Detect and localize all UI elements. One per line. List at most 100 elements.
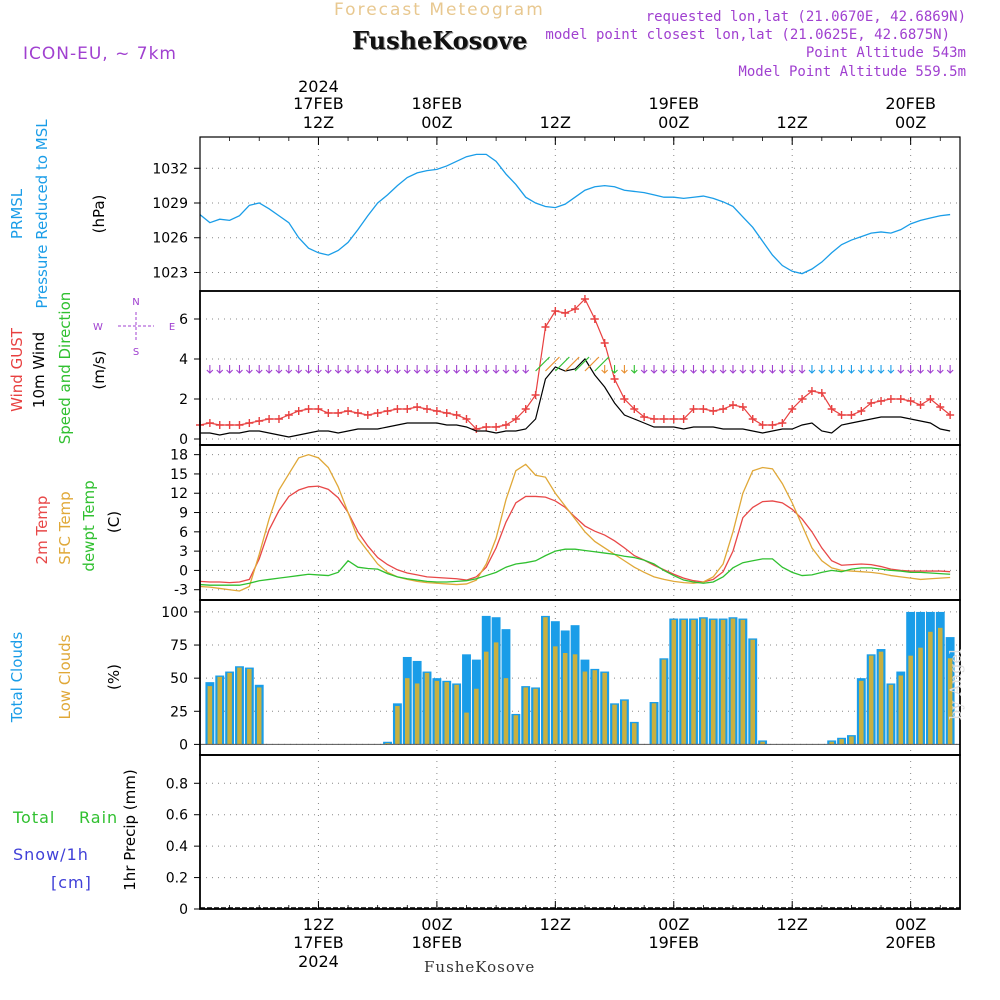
wind-direction-arrow bbox=[601, 365, 609, 374]
bottom-axis-hour-label: 12Z bbox=[303, 915, 334, 934]
low-cloud-bar bbox=[444, 682, 450, 745]
gust-point bbox=[689, 405, 698, 413]
bottom-axis-hour-label: 12Z bbox=[777, 915, 808, 934]
wind-tick-label: 0 bbox=[179, 432, 188, 448]
bottom-axis-hour-label: 00Z bbox=[895, 915, 926, 934]
gust-point bbox=[383, 407, 392, 415]
wind-direction-arrow bbox=[838, 365, 845, 374]
low-cloud-bar bbox=[760, 741, 765, 745]
top-axis-day-label: 19FEB bbox=[648, 94, 699, 113]
low-cloud-bar bbox=[750, 639, 755, 745]
gust-point bbox=[235, 421, 244, 429]
gust-point bbox=[541, 323, 550, 331]
low-cloud-bar bbox=[424, 672, 430, 745]
bottom-axis-day-label: 20FEB bbox=[885, 933, 936, 952]
low-cloud-bar bbox=[523, 687, 528, 745]
wind-direction-arrow bbox=[690, 365, 697, 374]
gust-point bbox=[452, 411, 461, 419]
gust-point bbox=[403, 405, 412, 413]
gust-point bbox=[571, 305, 580, 313]
gust-point bbox=[896, 395, 905, 403]
wind-direction-arrow bbox=[640, 365, 648, 374]
gust-point bbox=[837, 411, 846, 419]
wind-direction-arrow bbox=[216, 365, 224, 374]
header-title: Forecast Meteogram bbox=[334, 0, 545, 20]
gust-point bbox=[719, 405, 728, 413]
low-cloud-bar bbox=[908, 655, 913, 745]
bottom-axis-hour-label: 00Z bbox=[658, 915, 689, 934]
wind-direction-arrow bbox=[275, 365, 283, 374]
low-cloud-bar bbox=[730, 618, 736, 745]
gust-point bbox=[353, 409, 362, 417]
wind-direction-arrow bbox=[680, 365, 688, 374]
wind-direction-arrow bbox=[334, 365, 342, 374]
wind-gust-label-group: Wind GUST bbox=[8, 327, 26, 412]
wind-direction-arrow bbox=[709, 365, 717, 374]
wind-panel-frame bbox=[199, 290, 961, 446]
gust-point bbox=[867, 399, 876, 407]
wind-10m-label-group: 10m Wind bbox=[30, 332, 48, 408]
gust-point bbox=[600, 339, 609, 347]
wind-direction-arrow bbox=[305, 365, 312, 374]
wind-direction-arrow bbox=[897, 365, 905, 374]
clouds-tick-label: 0 bbox=[179, 737, 188, 753]
top-axis-hour-label: 12Z bbox=[777, 113, 808, 132]
clouds-tick-label: 50 bbox=[170, 671, 188, 687]
gust-point bbox=[521, 405, 530, 413]
wind-direction-arrow bbox=[265, 365, 273, 374]
wind-direction-arrow bbox=[453, 365, 461, 374]
low-cloud-bar bbox=[710, 619, 716, 745]
wind-direction-arrow bbox=[808, 365, 816, 374]
pressure-line bbox=[199, 153, 951, 275]
wind-direction-arrow bbox=[394, 365, 401, 374]
gust-point bbox=[798, 395, 807, 403]
gust-point bbox=[265, 415, 274, 423]
gust-point bbox=[344, 407, 353, 415]
low-cloud-bar bbox=[839, 739, 844, 745]
clouds-low-label: Low Clouds bbox=[56, 634, 74, 719]
gust-point bbox=[877, 397, 886, 405]
top-axis-hour-label: 00Z bbox=[895, 113, 926, 132]
wind-direction-arrow bbox=[699, 365, 707, 374]
wind-direction-arrow bbox=[739, 365, 747, 374]
low-cloud-bar bbox=[247, 668, 252, 745]
wind-direction-arrow bbox=[749, 365, 757, 374]
low-cloud-bar bbox=[572, 654, 578, 745]
top-axis-day-label: 17FEB bbox=[293, 94, 344, 113]
wind-direction-arrow bbox=[564, 356, 580, 372]
place-name: FusheKosove bbox=[352, 26, 528, 55]
low-cloud-bar bbox=[237, 667, 242, 745]
gust-point bbox=[590, 315, 599, 323]
wind-direction-arrow bbox=[946, 365, 954, 374]
low-cloud-bar bbox=[859, 680, 864, 745]
model-name: ICON-EU, ~ 7km bbox=[23, 44, 177, 64]
gust-point bbox=[916, 401, 925, 409]
wind-direction-arrow bbox=[778, 365, 786, 374]
low-cloud-bar bbox=[562, 652, 568, 745]
wind-direction-arrow bbox=[554, 356, 570, 372]
wind-10m-label: 10m Wind bbox=[30, 332, 48, 408]
wind-direction-arrow bbox=[828, 365, 836, 374]
low-cloud-bar bbox=[256, 687, 262, 745]
low-cloud-bar bbox=[888, 684, 894, 745]
wind-direction-arrow bbox=[324, 365, 332, 374]
wind-direction-arrow bbox=[522, 365, 530, 374]
wind-direction-arrow bbox=[285, 365, 293, 374]
wind-direction-arrow bbox=[226, 365, 233, 374]
precip-panel-frame bbox=[199, 754, 961, 910]
clouds-total-label-group: Total Clouds bbox=[8, 632, 26, 724]
top-axis-hour-label: 12Z bbox=[303, 113, 334, 132]
low-cloud-bar bbox=[434, 680, 440, 745]
temp-tick-label: 0 bbox=[179, 563, 188, 579]
low-cloud-bar bbox=[720, 619, 726, 745]
clouds-unit-group: (%) bbox=[105, 664, 123, 690]
wind-direction-arrow bbox=[611, 365, 618, 374]
gust-point bbox=[551, 307, 560, 315]
gust-point bbox=[758, 421, 767, 429]
wind-direction-arrow bbox=[788, 365, 796, 374]
low-cloud-bar bbox=[414, 683, 420, 745]
pressure-label-prmsl-group: PRMSL bbox=[8, 188, 26, 239]
footer-place-name: FusheKosove bbox=[424, 958, 536, 976]
gust-point bbox=[768, 421, 777, 429]
gust-point bbox=[334, 409, 343, 417]
